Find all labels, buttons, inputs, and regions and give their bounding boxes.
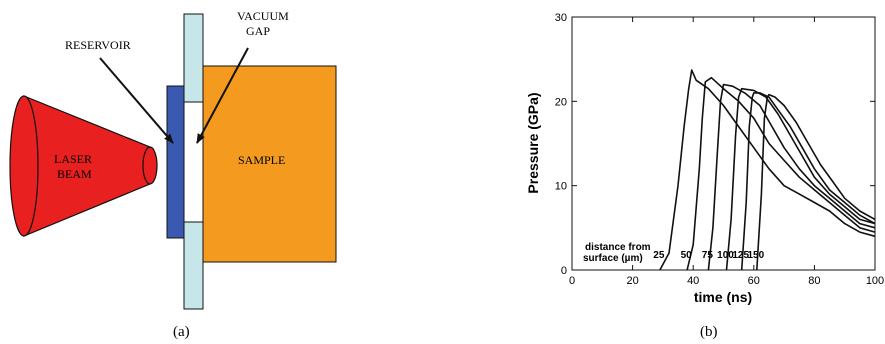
x-tick-label: 40 <box>687 275 699 287</box>
series-label-50: 50 <box>681 250 693 261</box>
vacuum-gap <box>183 101 204 223</box>
laser-beam-front-face <box>142 146 158 185</box>
series-line-50 <box>686 76 876 271</box>
laser-beam-back-face <box>9 95 39 237</box>
y-tick-label: 30 <box>555 12 567 24</box>
reservoir-label: RESERVOIR <box>65 38 131 52</box>
y-tick-label: 20 <box>555 96 567 108</box>
x-axis-label: time (ns) <box>694 289 752 305</box>
laser-label-line2: BEAM <box>57 167 92 181</box>
caption-a: (a) <box>173 324 190 340</box>
plot-frame <box>571 16 876 271</box>
laser-beam-cone <box>23 95 151 237</box>
x-tick-label: 20 <box>626 275 638 287</box>
sample-label: SAMPLE <box>238 153 285 167</box>
reservoir-block <box>166 85 185 239</box>
annotation-line1: distance from <box>585 242 651 253</box>
series-label-100: 100 <box>717 250 734 261</box>
series-line-125 <box>740 92 876 271</box>
x-tick-label: 60 <box>748 275 760 287</box>
series-label-150: 150 <box>747 250 764 261</box>
series-line-150 <box>756 93 876 271</box>
series-label-125: 125 <box>732 250 749 261</box>
reservoir-arrow <box>99 57 174 144</box>
x-tick-label: 80 <box>808 275 820 287</box>
series-line-100 <box>725 87 876 271</box>
y-tick-label: 0 <box>561 265 567 277</box>
vacuum-label-line2: GAP <box>246 24 270 38</box>
y-tick-label: 10 <box>555 181 567 193</box>
vacuum-gap-arrow <box>196 47 249 144</box>
y-axis-label: Pressure (GPa) <box>525 92 541 193</box>
vacuum-label-line1: VACUUM <box>237 9 289 23</box>
series-line-75 <box>707 83 876 271</box>
panel-a-diagram: RESERVOIR VACUUM GAP LASER BEAM SAMPLE (… <box>9 9 337 340</box>
series-label-75: 75 <box>702 250 714 261</box>
window-top <box>183 13 204 103</box>
window-bottom <box>183 221 204 310</box>
laser-label-line1: LASER <box>54 152 92 166</box>
annotation-line2: surface (µm) <box>583 253 643 264</box>
series-line-25 <box>659 69 876 271</box>
sample-block <box>202 65 337 263</box>
x-tick-label: 100 <box>866 275 884 287</box>
caption-b: (b) <box>700 324 718 340</box>
x-tick-label: 0 <box>569 275 575 287</box>
series-label-25: 25 <box>653 250 665 261</box>
